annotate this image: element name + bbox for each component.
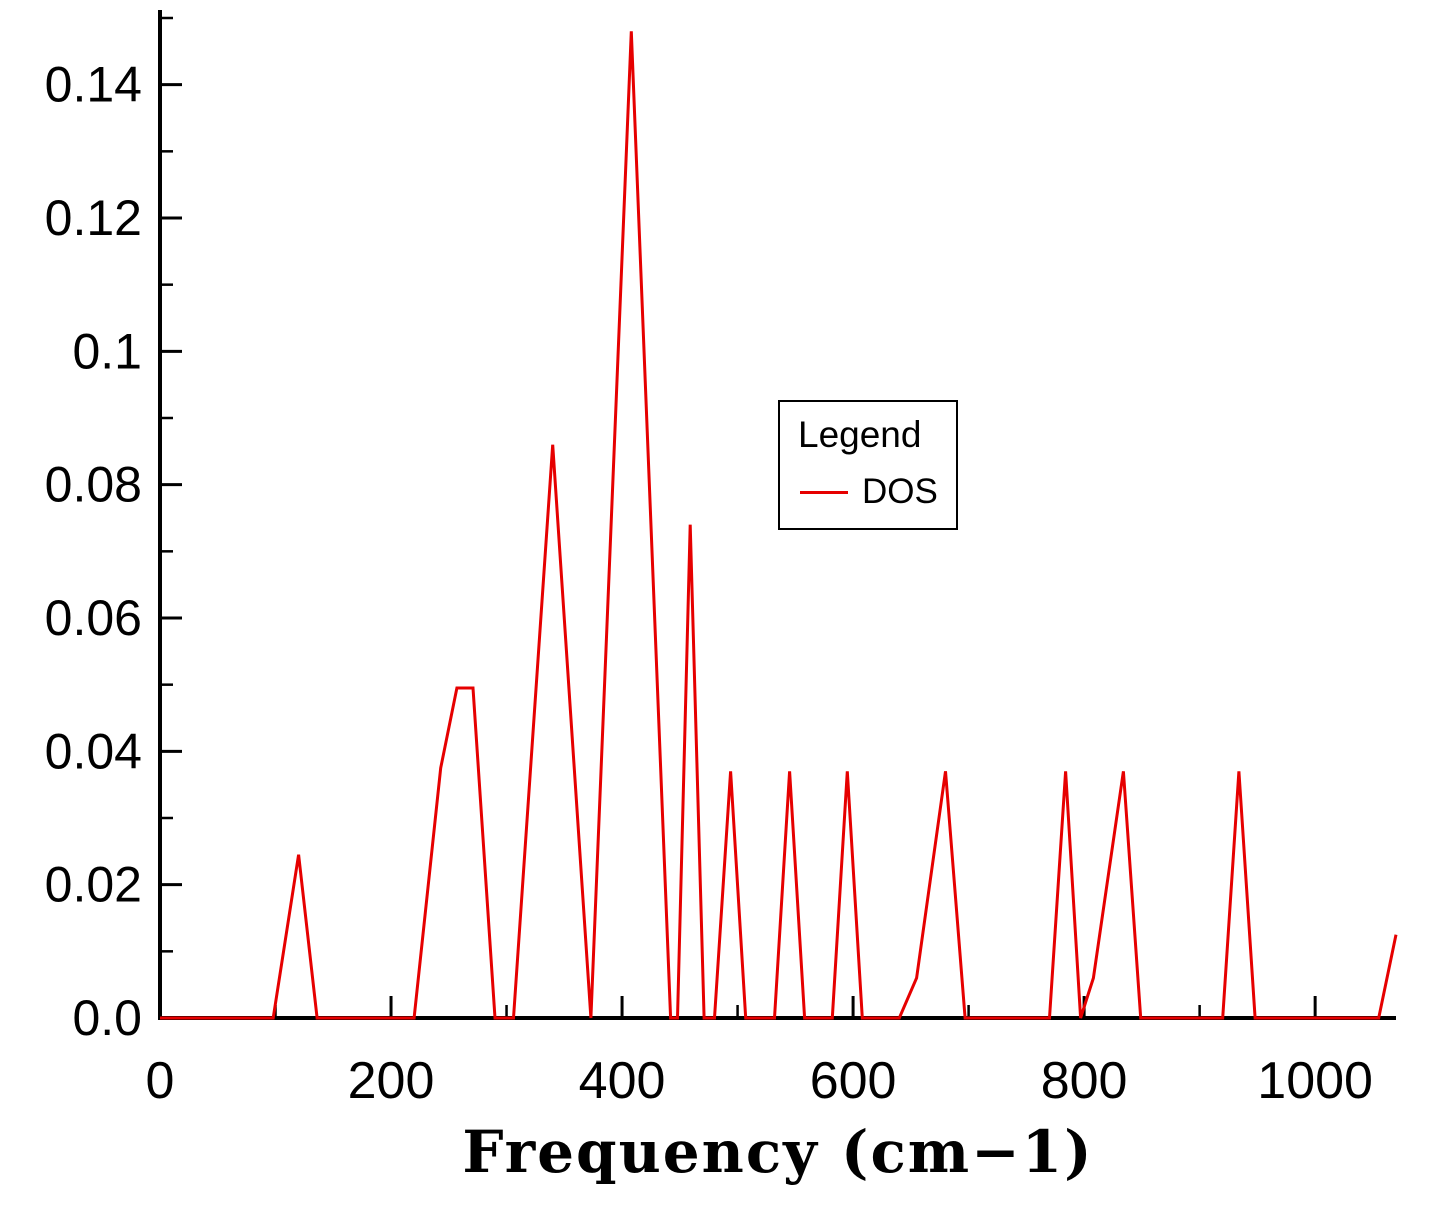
y-tick-label: 0.14 [45,57,142,113]
y-tick-label: 0.12 [45,190,142,246]
legend-entry-label: DOS [862,472,938,511]
x-tick-label: 0 [146,1052,175,1110]
legend-entry: DOS [798,472,946,512]
x-tick-label: 800 [1041,1052,1128,1110]
y-tick-label: 0.1 [72,323,142,379]
legend-line-sample [800,490,848,494]
legend-title: Legend [798,414,922,455]
x-axis-title: Frequency (cm−1) [462,1118,1094,1186]
x-tick-label: 400 [579,1052,666,1110]
y-tick-label: 0.02 [45,857,142,913]
y-tick-label: 0.04 [45,723,142,779]
y-tick-label: 0.0 [72,990,142,1046]
y-tick-label: 0.08 [45,457,142,513]
dos-series-line [160,31,1398,1020]
y-tick-label: 0.06 [45,590,142,646]
x-tick-label: 1000 [1257,1052,1373,1110]
x-tick-label: 200 [348,1052,435,1110]
legend: Legend DOS [778,400,958,530]
x-tick-label: 600 [810,1052,897,1110]
